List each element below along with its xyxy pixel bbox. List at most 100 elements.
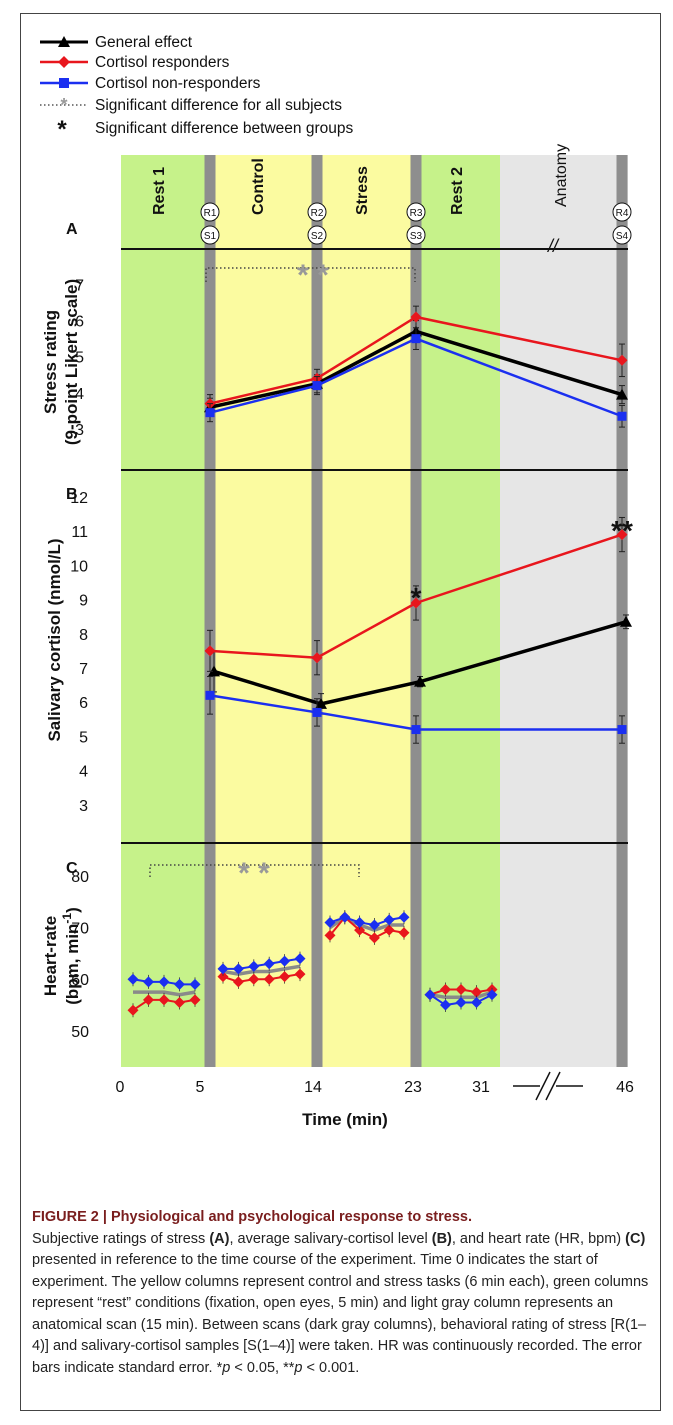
hr-point-cortisol-responders: [294, 968, 306, 980]
caption-run: < 0.05, **: [230, 1359, 295, 1376]
data-point-cortisol-non-responders: [205, 690, 215, 700]
hr-point-cortisol-responders: [279, 971, 291, 983]
data-point-cortisol-responders: [616, 354, 628, 366]
hr-point-cortisol-non-responders: [174, 978, 185, 990]
data-point-general-effect: [620, 615, 632, 627]
hr-point-cortisol-non-responders: [354, 916, 366, 928]
data-point-cortisol-responders: [410, 311, 422, 323]
rating-marker-4: [612, 202, 632, 222]
panel-b-y-tick: 4: [79, 764, 88, 781]
legend-marker-triangle: [58, 36, 70, 47]
hr-point-cortisol-non-responders: [398, 911, 410, 923]
significance-between-groups: **: [611, 515, 633, 546]
y-label-unit-close: ): [63, 907, 82, 913]
caption-run: (A): [209, 1230, 230, 1247]
hr-point-cortisol-non-responders: [440, 999, 451, 1011]
significance-all-subjects-c: * *: [238, 857, 270, 890]
data-point-general-effect: [208, 665, 220, 677]
significance-between-groups: *: [411, 582, 422, 613]
legend-label: General effect: [95, 34, 193, 51]
data-point-cortisol-responders: [616, 529, 628, 541]
hr-point-cortisol-non-responders: [486, 989, 498, 1001]
x-axis-break: [545, 1071, 561, 1101]
phase-label: Stress: [354, 166, 371, 215]
panel-b-y-tick: 6: [79, 695, 88, 712]
data-point-cortisol-responders: [410, 597, 422, 609]
caption-run: , average salivary-cortisol level: [229, 1230, 432, 1247]
x-tick-label: 0: [116, 1079, 125, 1096]
x-tick-label: 46: [616, 1079, 634, 1096]
rating-marker-label: R1: [204, 208, 217, 219]
caption-run: p: [222, 1359, 231, 1376]
rating-marker-label: R4: [616, 208, 629, 219]
hr-point-cortisol-non-responders: [143, 976, 154, 988]
figure: Rest 1 Control Stress Rest 2 Anatomy R1 S1 R2 S2…: [40, 34, 634, 1129]
hr-point-cortisol-non-responders: [232, 963, 244, 975]
x-tick-label: 23: [404, 1079, 422, 1096]
legend-marker-star: *: [60, 95, 67, 115]
hr-point-cortisol-responders: [398, 927, 410, 939]
caption-run: p: [294, 1359, 303, 1376]
rating-marker-3: [406, 202, 426, 222]
phase-label: Control: [250, 158, 267, 215]
hr-point-cortisol-non-responders: [158, 976, 170, 988]
caption-body: Subjective ratings of stress (A), averag…: [32, 1231, 648, 1376]
panel-b-y-tick: 7: [79, 661, 88, 678]
hr-point-cortisol-non-responders: [383, 914, 395, 926]
sample-marker-label: S3: [410, 231, 423, 242]
panel-letter-c: C: [66, 860, 78, 877]
hr-point-cortisol-non-responders: [294, 953, 306, 965]
axis-break-mark: //: [546, 236, 560, 256]
series-line-cortisol-non-responders: [209, 337, 623, 418]
panel-a-y-tick: 5: [75, 350, 84, 367]
hr-point-cortisol-responders: [143, 994, 154, 1006]
panel-c-y-tick: 50: [71, 1024, 89, 1041]
panel-a-y-tick: 3: [75, 422, 84, 439]
hr-point-cortisol-non-responders: [189, 978, 201, 990]
series-line-cortisol-non-responders: [209, 694, 622, 731]
legend-label: Cortisol responders: [95, 54, 230, 71]
data-point-cortisol-responders: [204, 645, 216, 657]
legend-marker-asterisk: *: [57, 116, 67, 143]
sample-marker-label: S2: [311, 231, 324, 242]
hr-point-cortisol-responders: [158, 994, 170, 1006]
scan-column-2: [311, 155, 323, 1067]
x-tick-label: 31: [472, 1079, 490, 1096]
caption-run: < 0.001.: [302, 1359, 360, 1376]
panel-b-y-tick: 5: [79, 729, 88, 746]
hr-point-cortisol-non-responders: [455, 996, 467, 1008]
panel-c-y-tick: 60: [71, 972, 89, 989]
panel-a-y-label-units: (9-point Likert scale): [62, 279, 81, 445]
caption-run: (B): [431, 1230, 452, 1247]
sample-marker-label: S4: [616, 231, 629, 242]
caption-run: (C): [625, 1230, 646, 1247]
data-point-general-effect: [315, 697, 327, 709]
hr-point-cortisol-non-responders: [279, 955, 291, 967]
panel-a-y-tick: 7: [75, 277, 84, 294]
caption-run: Subjective ratings of stress: [32, 1230, 210, 1247]
panel-b-y-tick: 11: [71, 524, 88, 541]
legend-label: Significant difference between groups: [95, 120, 353, 137]
data-point-cortisol-non-responders: [312, 381, 322, 391]
rating-marker-1: [200, 202, 220, 222]
panel-b-y-tick: 3: [79, 798, 88, 815]
phase-control: [215, 155, 312, 1067]
figure-frame: [20, 13, 661, 1411]
x-tick-label: 14: [304, 1079, 322, 1096]
panel-b-y-label: Salivary cortisol (nmol/L): [45, 538, 64, 741]
caption-run: presented in reference to the time cours…: [32, 1252, 649, 1376]
phase-anatomy: [500, 155, 628, 1067]
phase-label: Anatomy: [553, 144, 570, 207]
caption-run: , and heart rate (HR, bpm): [451, 1230, 626, 1247]
hr-point-cortisol-non-responders: [324, 916, 336, 928]
figure-caption: FIGURE 2 | Physiological and psychologic…: [32, 1207, 652, 1379]
hr-point-cortisol-non-responders: [424, 989, 436, 1001]
y-label-unit-superscript: -1: [60, 913, 74, 924]
rating-marker-label: R2: [311, 208, 324, 219]
sample-marker-3: [406, 225, 426, 245]
legend-marker-square: [59, 78, 69, 88]
phase-label: Rest 1: [151, 167, 168, 215]
legend-marker-diamond: [58, 56, 70, 68]
data-point-cortisol-non-responders: [411, 334, 421, 344]
hr-point-cortisol-responders: [324, 929, 336, 941]
